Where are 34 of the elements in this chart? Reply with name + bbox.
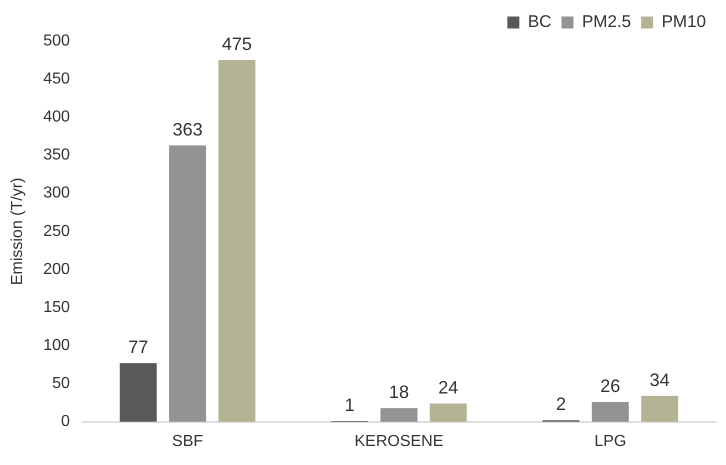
y-tick-label: 50 xyxy=(52,375,70,392)
legend-label: PM2.5 xyxy=(582,12,632,32)
y-tick-label: 300 xyxy=(43,184,70,202)
bar xyxy=(218,60,256,422)
y-tick-label: 450 xyxy=(43,70,70,88)
x-tick-label: SBF xyxy=(172,432,204,450)
y-tick-label: 350 xyxy=(43,146,70,164)
legend-label: BC xyxy=(528,12,552,32)
y-axis-title: Emission (T/yr) xyxy=(9,178,26,286)
data-label: 1 xyxy=(344,395,355,416)
data-label: 363 xyxy=(172,119,203,140)
y-tick-label: 400 xyxy=(43,108,70,126)
data-label: 475 xyxy=(222,34,252,54)
y-tick-label: 100 xyxy=(43,337,70,354)
bar xyxy=(380,408,418,422)
x-tick-label: LPG xyxy=(594,432,626,450)
legend-label: PM10 xyxy=(662,12,706,32)
y-tick-label: 250 xyxy=(43,222,70,240)
bar xyxy=(169,145,206,422)
y-tick-label: 200 xyxy=(43,260,70,278)
y-tick-label: 150 xyxy=(43,298,70,316)
data-label: 18 xyxy=(388,382,409,402)
data-label: 26 xyxy=(600,376,620,396)
x-tick-label: KEROSENE xyxy=(354,432,444,450)
data-label: 34 xyxy=(650,370,670,390)
bar xyxy=(641,396,678,422)
data-label: 77 xyxy=(128,337,148,358)
bar xyxy=(120,363,157,422)
bar xyxy=(430,404,467,422)
data-label: 2 xyxy=(556,394,566,414)
bar xyxy=(592,402,629,422)
y-tick-label: 500 xyxy=(43,32,70,50)
y-tick-label: 0 xyxy=(60,413,70,430)
data-label: 24 xyxy=(438,377,458,398)
